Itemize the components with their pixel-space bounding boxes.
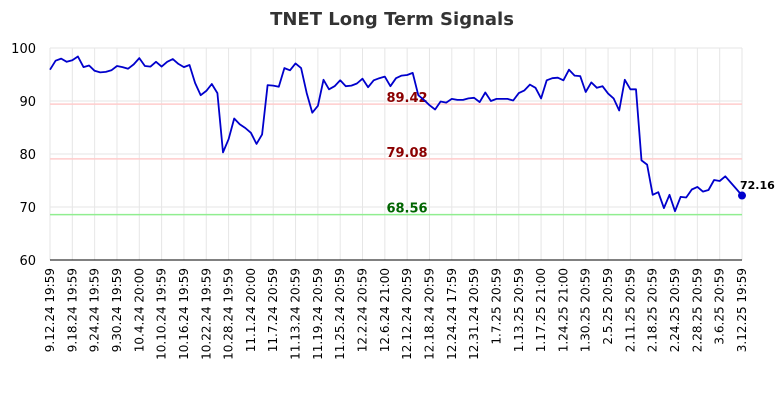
- x-tick-label: 12.6.24 21:00: [378, 268, 392, 352]
- y-tick-label: 60: [19, 254, 36, 269]
- x-tick-label: 9.24.24 19:59: [88, 268, 102, 352]
- x-tick-label: 3.12.25 19:59: [735, 268, 749, 352]
- x-tick-label: 1.17.25 21:00: [534, 268, 548, 352]
- x-tick-label: 1.30.25 20:59: [579, 268, 593, 352]
- x-tick-label: 11.19.24 20:59: [311, 268, 325, 360]
- signal-level-label: 68.56: [386, 202, 427, 217]
- x-tick-label: 2.11.25 20:59: [623, 268, 637, 352]
- x-tick-label: 2.24.25 20:59: [668, 268, 682, 352]
- grid: [49, 47, 743, 260]
- price-line: [49, 55, 743, 213]
- y-tick-label: 90: [19, 95, 36, 110]
- x-tick-label: 10.22.24 19:59: [199, 268, 213, 360]
- x-tick-label: 12.24.24 17:59: [445, 268, 459, 360]
- y-tick-label: 70: [19, 201, 36, 216]
- x-tick-label: 12.12.24 20:59: [400, 268, 414, 360]
- x-tick-label: 1.7.25 20:59: [489, 268, 503, 345]
- x-tick-label: 2.28.25 20:59: [690, 268, 704, 352]
- x-tick-label: 2.18.25 20:59: [646, 268, 660, 352]
- x-tick-label: 9.18.24 19:59: [65, 268, 79, 352]
- x-tick-label: 10.4.24 20:00: [132, 268, 146, 352]
- x-tick-label: 9.30.24 19:59: [110, 268, 124, 352]
- x-tick-label: 11.25.24 20:59: [333, 268, 347, 360]
- x-tick-label: 10.10.24 19:59: [155, 268, 169, 360]
- x-tick-label: 11.1.24 20:00: [244, 268, 258, 352]
- y-tick-label: 80: [19, 148, 36, 163]
- signal-level-label: 79.08: [386, 146, 427, 161]
- chart-title: TNET Long Term Signals: [270, 9, 514, 30]
- x-tick-label: 1.13.25 20:59: [512, 268, 526, 352]
- x-tick-label: 11.7.24 20:59: [266, 268, 280, 352]
- x-tick-label: 12.31.24 20:59: [467, 268, 481, 360]
- x-tick-label: 9.12.24 19:59: [43, 268, 57, 352]
- axes: 60 70 80 90 100 9.12.24 19:59 9.18.24 19:59 9.2…: [11, 42, 749, 360]
- x-tick-label: 12.18.24 20:59: [422, 268, 436, 360]
- x-tick-label: 2.5.25 20:59: [601, 268, 615, 345]
- x-tick-label: 1.24.25 21:00: [556, 268, 570, 352]
- x-tick-label: 3.6.25 20:59: [713, 268, 727, 345]
- series-layer: 72.16: [49, 55, 775, 213]
- x-tick-label: 11.13.24 20:59: [289, 268, 303, 360]
- y-tick-label: 100: [11, 42, 36, 57]
- x-tick-label: 10.16.24 19:59: [177, 268, 191, 360]
- last-point-marker: [738, 191, 746, 200]
- x-tick-label: 12.2.24 20:59: [356, 268, 370, 352]
- x-tick-label: 10.28.24 19:59: [222, 268, 236, 360]
- last-value-label: 72.16: [740, 179, 775, 192]
